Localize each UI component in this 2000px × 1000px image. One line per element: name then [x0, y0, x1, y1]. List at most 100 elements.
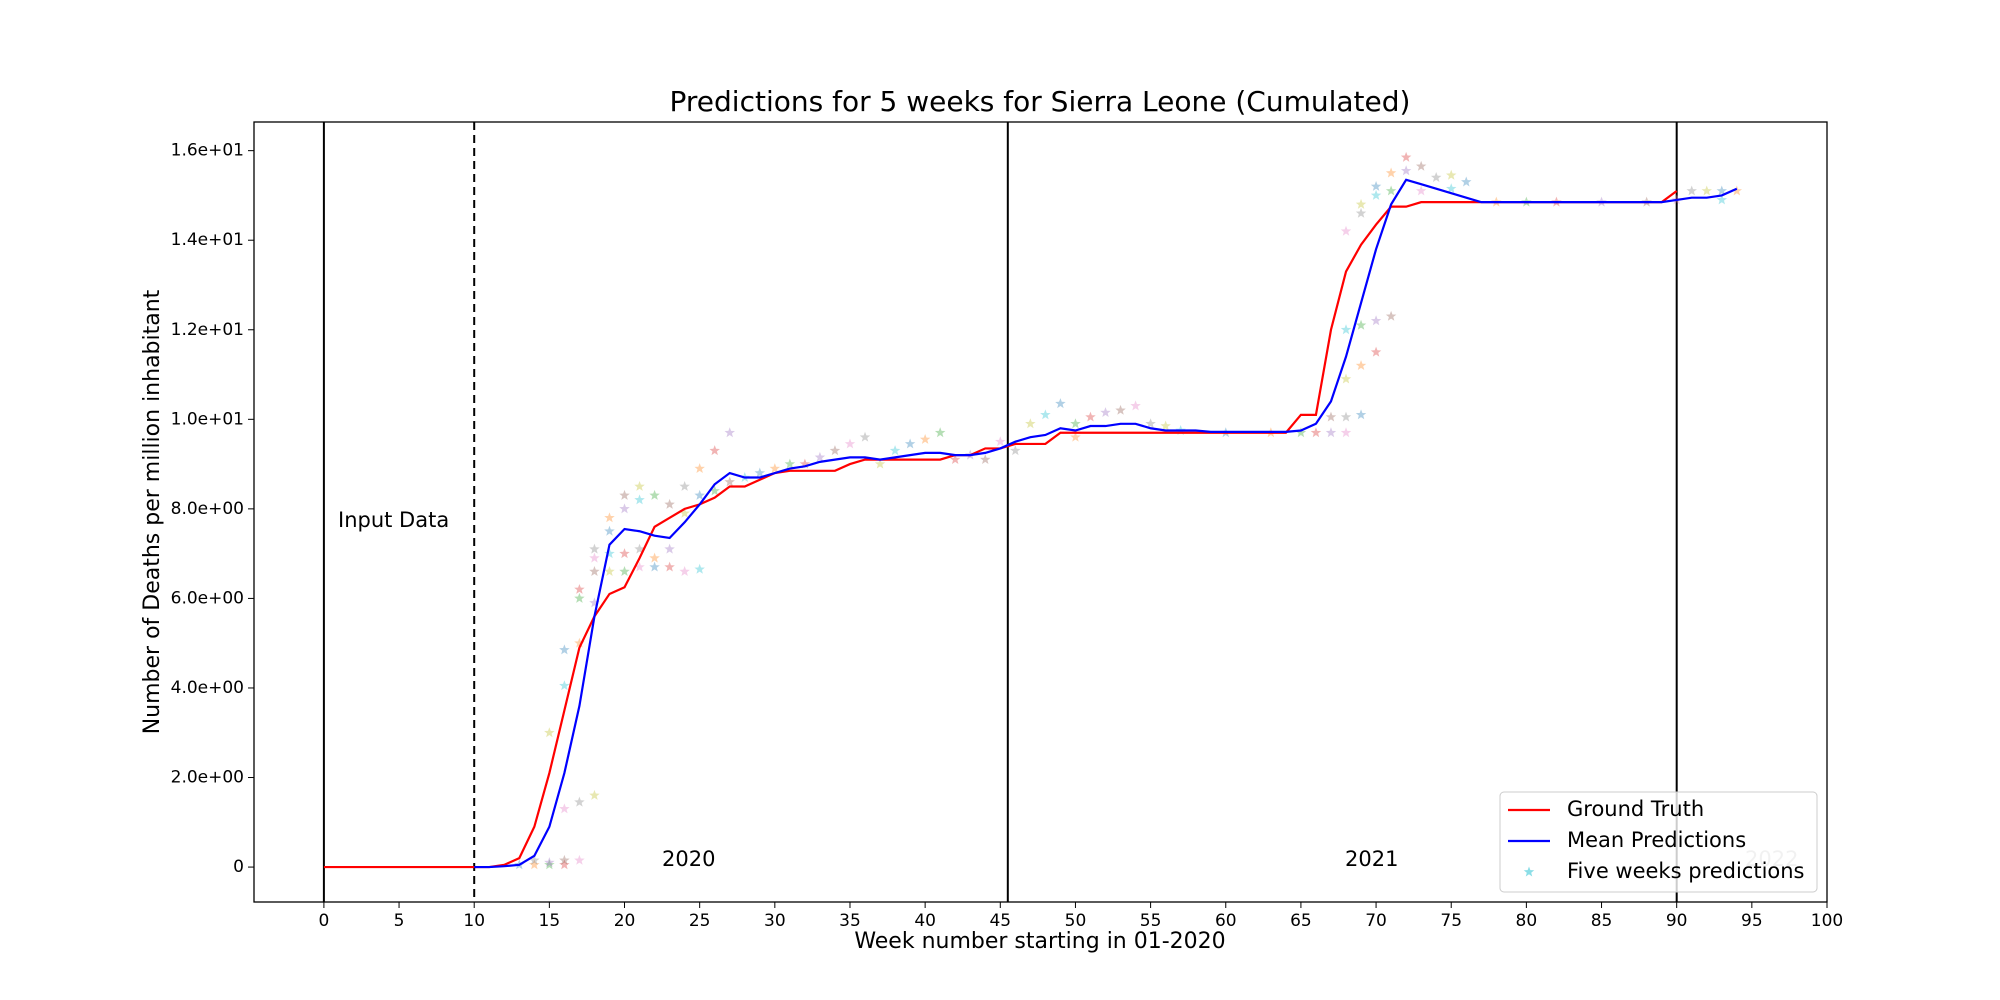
- scatter-point: [574, 637, 585, 648]
- x-tick-label: 65: [1290, 911, 1312, 931]
- y-tick-label: 6.0e+00: [171, 588, 244, 608]
- scatter-point: [949, 454, 961, 465]
- scatter-point: [559, 803, 570, 814]
- scatter-point: [604, 548, 615, 559]
- scatter-point: [649, 561, 660, 572]
- scatter-point: [559, 644, 570, 655]
- scatter-point: [649, 552, 660, 563]
- scatter-point: [619, 489, 630, 500]
- scatter-point: [1461, 176, 1472, 187]
- scatter-point: [1400, 165, 1412, 176]
- scatter-point: [1355, 207, 1367, 218]
- scatter-point: [904, 438, 916, 449]
- scatter-point: [799, 458, 811, 469]
- scatter-point: [634, 480, 645, 491]
- plot-frame: [253, 121, 1828, 903]
- scatter-point: [634, 494, 645, 505]
- scatter-point: [1130, 400, 1141, 411]
- x-tick-label: 0: [318, 911, 329, 931]
- scatter-point: [769, 463, 781, 474]
- chart-title: Predictions for 5 weeks for Sierra Leone…: [670, 85, 1411, 118]
- scatter-point: [1340, 225, 1352, 236]
- scatter-point: [1100, 407, 1111, 418]
- scatter-point: [559, 859, 570, 870]
- scatter-point: [679, 507, 690, 518]
- legend-marker: [1523, 866, 1535, 877]
- scatter-point: [1400, 151, 1412, 162]
- legend: Ground Truth Mean Predictions Five weeks p…: [1499, 791, 1818, 893]
- y-axis-label: Number of Deaths per million inhabitant: [140, 289, 165, 734]
- scatter-point: [859, 431, 871, 442]
- scatter-point: [649, 489, 660, 500]
- scatter-point: [544, 859, 555, 870]
- scatter-point: [1070, 418, 1081, 429]
- scatter-point: [1160, 420, 1171, 431]
- scatter-point: [1445, 169, 1457, 180]
- scatter-point: [1025, 418, 1036, 429]
- scatter-point: [604, 566, 615, 576]
- scatter-point: [1340, 373, 1352, 384]
- x-tick-label: 50: [1065, 911, 1087, 931]
- scatter-point: [589, 552, 600, 563]
- line-series: [323, 190, 1678, 869]
- scatter-point: [634, 561, 645, 572]
- y-tick-label: 1.0e+01: [171, 409, 244, 429]
- scatter-point: [1355, 319, 1367, 330]
- x-tick-label: 95: [1741, 911, 1763, 931]
- legend-box: [1499, 791, 1818, 893]
- scatter-point: [1430, 172, 1442, 182]
- scatter-point: [1325, 411, 1337, 422]
- x-tick-label: 90: [1666, 911, 1688, 931]
- scatter-point: [529, 854, 540, 865]
- scatter-point: [664, 498, 675, 509]
- x-tick-label: 100: [1811, 911, 1843, 931]
- y-tick-label: 8.0e+00: [171, 499, 244, 519]
- legend-label: Ground Truth: [1567, 797, 1704, 821]
- x-tick-label: 55: [1140, 911, 1162, 931]
- scatter-point: [1385, 167, 1397, 178]
- scatter-point: [574, 592, 585, 603]
- scatter-point: [1370, 315, 1382, 326]
- scatter-point: [1295, 427, 1307, 438]
- scatter-point: [589, 543, 600, 554]
- x-tick-label: 60: [1215, 911, 1237, 931]
- scatter-point: [1340, 411, 1352, 422]
- scatter-point: [1445, 183, 1457, 194]
- y-tick-label: 1.2e+01: [171, 320, 244, 340]
- scatter-point: [1325, 427, 1337, 438]
- scatter-point: [754, 467, 766, 478]
- annotation: Input Data: [338, 508, 449, 532]
- x-tick-label: 25: [689, 911, 711, 931]
- x-tick-label: 45: [989, 911, 1011, 931]
- scatter-point: [694, 489, 705, 500]
- scatter-point: [664, 561, 675, 572]
- x-tick-label: 70: [1365, 911, 1387, 931]
- scatter-point: [995, 436, 1006, 447]
- scatter-point: [1716, 194, 1728, 205]
- scatter-point: [589, 597, 600, 608]
- scatter-point: [589, 789, 600, 800]
- x-tick-label: 85: [1591, 911, 1613, 931]
- scatter-point: [1085, 411, 1096, 422]
- scatter-point: [1355, 360, 1367, 371]
- scatter-point: [1340, 427, 1352, 438]
- annotation: 2020: [662, 847, 715, 871]
- scatter-point: [619, 566, 630, 576]
- scatter-point: [574, 583, 585, 594]
- annotation: 2021: [1345, 847, 1398, 871]
- scatter-point: [1415, 185, 1427, 196]
- scatter-point: [1010, 445, 1021, 456]
- y-tick-label: 4.0e+00: [171, 678, 244, 698]
- scatter-point: [1115, 404, 1126, 415]
- scatter-point: [1686, 185, 1697, 196]
- scatter-point: [814, 451, 826, 462]
- x-tick-label: 75: [1440, 911, 1462, 931]
- scatter-point: [619, 503, 630, 514]
- scatter-point: [694, 463, 705, 474]
- x-tick-label: 30: [764, 911, 786, 931]
- scatter-point: [679, 566, 690, 576]
- scatter-point: [679, 480, 690, 491]
- scatter-point: [544, 727, 555, 738]
- line-series: [474, 178, 1738, 869]
